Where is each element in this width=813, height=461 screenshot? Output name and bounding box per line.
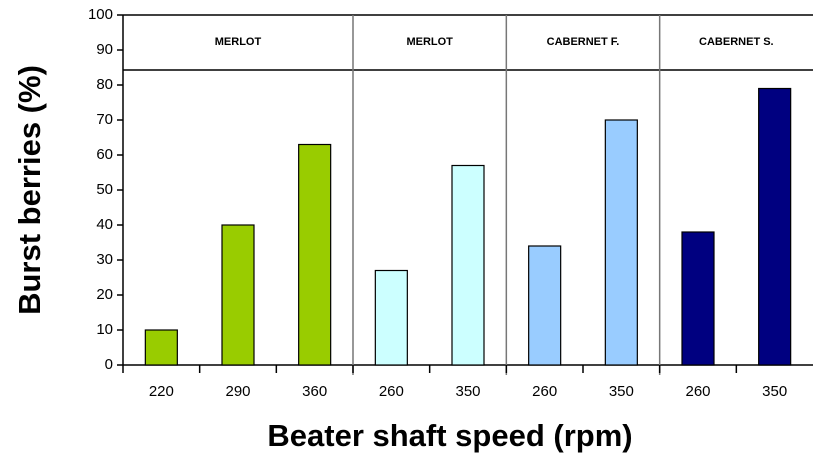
group-label: MERLOT xyxy=(406,36,453,48)
bar xyxy=(604,119,638,366)
y-tick-label: 60 xyxy=(96,146,113,163)
y-tick-label: 100 xyxy=(88,6,113,23)
y-tick-label: 20 xyxy=(96,286,113,303)
bar xyxy=(221,224,255,366)
x-tick-label: 360 xyxy=(302,383,327,400)
y-tick-label: 30 xyxy=(96,251,113,268)
y-tick-label: 0 xyxy=(105,356,113,373)
x-tick-label: 350 xyxy=(455,383,480,400)
y-tick-label: 40 xyxy=(96,216,113,233)
bar xyxy=(144,329,178,366)
x-tick-label: 350 xyxy=(762,383,787,400)
x-axis-title: Beater shaft speed (rpm) xyxy=(267,418,632,453)
y-tick-label: 80 xyxy=(96,76,113,93)
group-label: MERLOT xyxy=(215,36,262,48)
y-axis-title: Burst berries (%) xyxy=(12,65,47,315)
bar xyxy=(451,164,485,366)
bar xyxy=(681,231,715,366)
bar xyxy=(374,269,408,366)
x-tick-label: 260 xyxy=(685,383,710,400)
x-tick-label: 350 xyxy=(609,383,634,400)
x-tick-label: 220 xyxy=(149,383,174,400)
x-tick-label: 260 xyxy=(532,383,557,400)
y-tick-label: 90 xyxy=(96,41,113,58)
group-label: CABERNET F. xyxy=(547,36,620,48)
bar xyxy=(758,87,792,366)
group-label: CABERNET S. xyxy=(699,36,774,48)
x-tick-label: 260 xyxy=(379,383,404,400)
y-tick-label: 50 xyxy=(96,181,113,198)
bar xyxy=(298,143,332,366)
x-tick-label: 290 xyxy=(225,383,250,400)
y-tick-label: 10 xyxy=(96,321,113,338)
bar xyxy=(528,245,562,366)
y-tick-label: 70 xyxy=(96,111,113,128)
